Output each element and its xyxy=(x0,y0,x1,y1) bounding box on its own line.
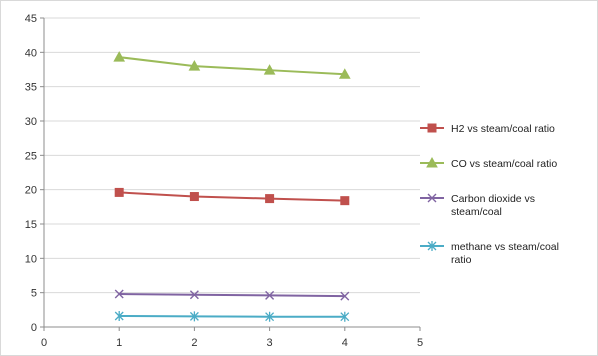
legend-item: methane vs steam/coal ratio xyxy=(420,241,559,266)
legend-swatch-marker xyxy=(427,193,437,203)
legend-item: Carbon dioxide vs steam/coal xyxy=(420,193,535,218)
y-tick-label: 0 xyxy=(31,322,37,334)
data-point xyxy=(340,311,350,322)
y-tick-label: 25 xyxy=(25,150,37,162)
y-tick-label: 30 xyxy=(25,116,37,128)
x-tick-label: 0 xyxy=(41,337,47,349)
y-tick-label: 45 xyxy=(25,13,37,25)
y-tick-label: 20 xyxy=(25,185,37,197)
series xyxy=(113,51,351,322)
legend-swatch xyxy=(420,123,444,133)
legend-swatch-marker xyxy=(427,123,437,133)
series-2 xyxy=(113,51,351,79)
x-tick-label: 3 xyxy=(267,337,273,349)
legend-swatch xyxy=(420,241,444,251)
data-point xyxy=(189,311,199,322)
legend-swatch xyxy=(420,156,444,168)
series-line xyxy=(119,191,345,202)
data-point xyxy=(189,192,199,202)
x-tick-label: 4 xyxy=(342,337,348,349)
data-point xyxy=(340,196,350,206)
legend-item: H2 vs steam/coal ratio xyxy=(420,123,555,135)
x-tick-label: 1 xyxy=(116,337,122,349)
legend-label: CO vs steam/coal ratio xyxy=(451,158,557,170)
data-point xyxy=(265,311,275,322)
data-point xyxy=(114,187,124,197)
x-tick-labels: 0 1 2 3 4 5 xyxy=(41,327,423,349)
y-tick-label: 5 xyxy=(31,288,37,300)
legend-label: H2 vs steam/coal ratio xyxy=(451,123,555,135)
data-point xyxy=(265,194,275,204)
legend-swatch-marker xyxy=(427,241,437,251)
data-point xyxy=(188,60,201,71)
x-tick-label: 5 xyxy=(417,337,423,349)
x-tick-label: 2 xyxy=(191,337,197,349)
data-point xyxy=(189,290,199,300)
data-point xyxy=(338,68,351,79)
legend-label: Carbon dioxide vs steam/coal xyxy=(451,193,535,218)
legend-swatch xyxy=(420,193,444,203)
data-point xyxy=(114,311,124,322)
y-tick-label: 40 xyxy=(25,47,37,59)
data-point xyxy=(263,64,276,75)
data-point xyxy=(113,51,126,62)
series-line xyxy=(119,315,345,318)
y-tick-label: 10 xyxy=(25,253,37,265)
legend-label: methane vs steam/coal ratio xyxy=(451,241,559,266)
legend-swatch-marker xyxy=(426,156,438,168)
series-line xyxy=(119,56,345,76)
series-1 xyxy=(114,187,350,206)
series-4 xyxy=(114,311,350,322)
axes xyxy=(43,18,420,328)
series-line xyxy=(119,293,345,298)
legend-item: CO vs steam/coal ratio xyxy=(420,156,557,170)
data-point xyxy=(265,290,275,300)
series-3 xyxy=(114,289,350,301)
y-tick-labels: 0 5 10 15 20 25 30 35 40 45 xyxy=(25,13,44,334)
legend: H2 vs steam/coal ratio CO vs steam/coal r… xyxy=(420,123,559,266)
y-tick-label: 15 xyxy=(25,219,37,231)
data-point xyxy=(340,291,350,301)
grid xyxy=(44,17,420,294)
data-point xyxy=(114,289,124,299)
y-tick-label: 35 xyxy=(25,82,37,94)
